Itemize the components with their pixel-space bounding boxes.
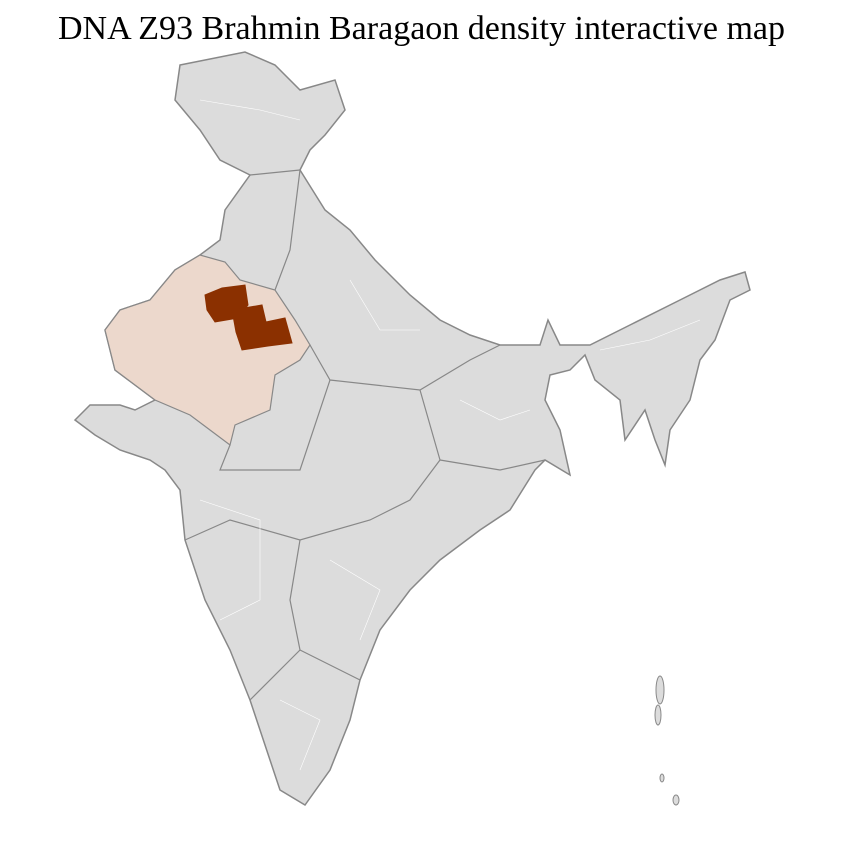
- state-borders: [184, 169, 546, 701]
- india-outline[interactable]: [73, 51, 751, 806]
- andaman-islands: [654, 675, 680, 806]
- map-title: DNA Z93 Brahmin Baragaon density interac…: [57, 10, 786, 47]
- region-rajasthan[interactable]: [104, 254, 311, 447]
- region-high-density-district[interactable]: [231, 304, 293, 351]
- district-borders: [199, 99, 701, 771]
